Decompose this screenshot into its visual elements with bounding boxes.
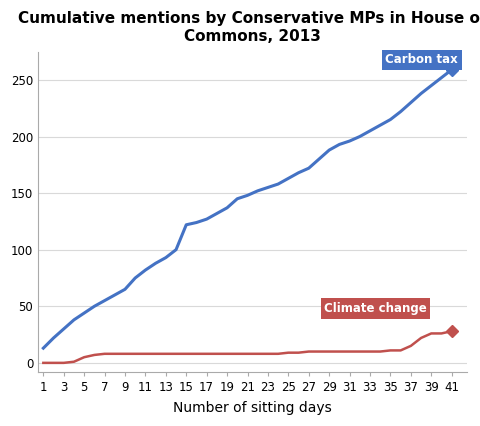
Text: Carbon tax: Carbon tax [385,53,458,66]
Text: Climate change: Climate change [324,302,427,315]
X-axis label: Number of sitting days: Number of sitting days [173,401,332,415]
Title: Cumulative mentions by Conservative MPs in House of
Commons, 2013: Cumulative mentions by Conservative MPs … [18,11,480,43]
